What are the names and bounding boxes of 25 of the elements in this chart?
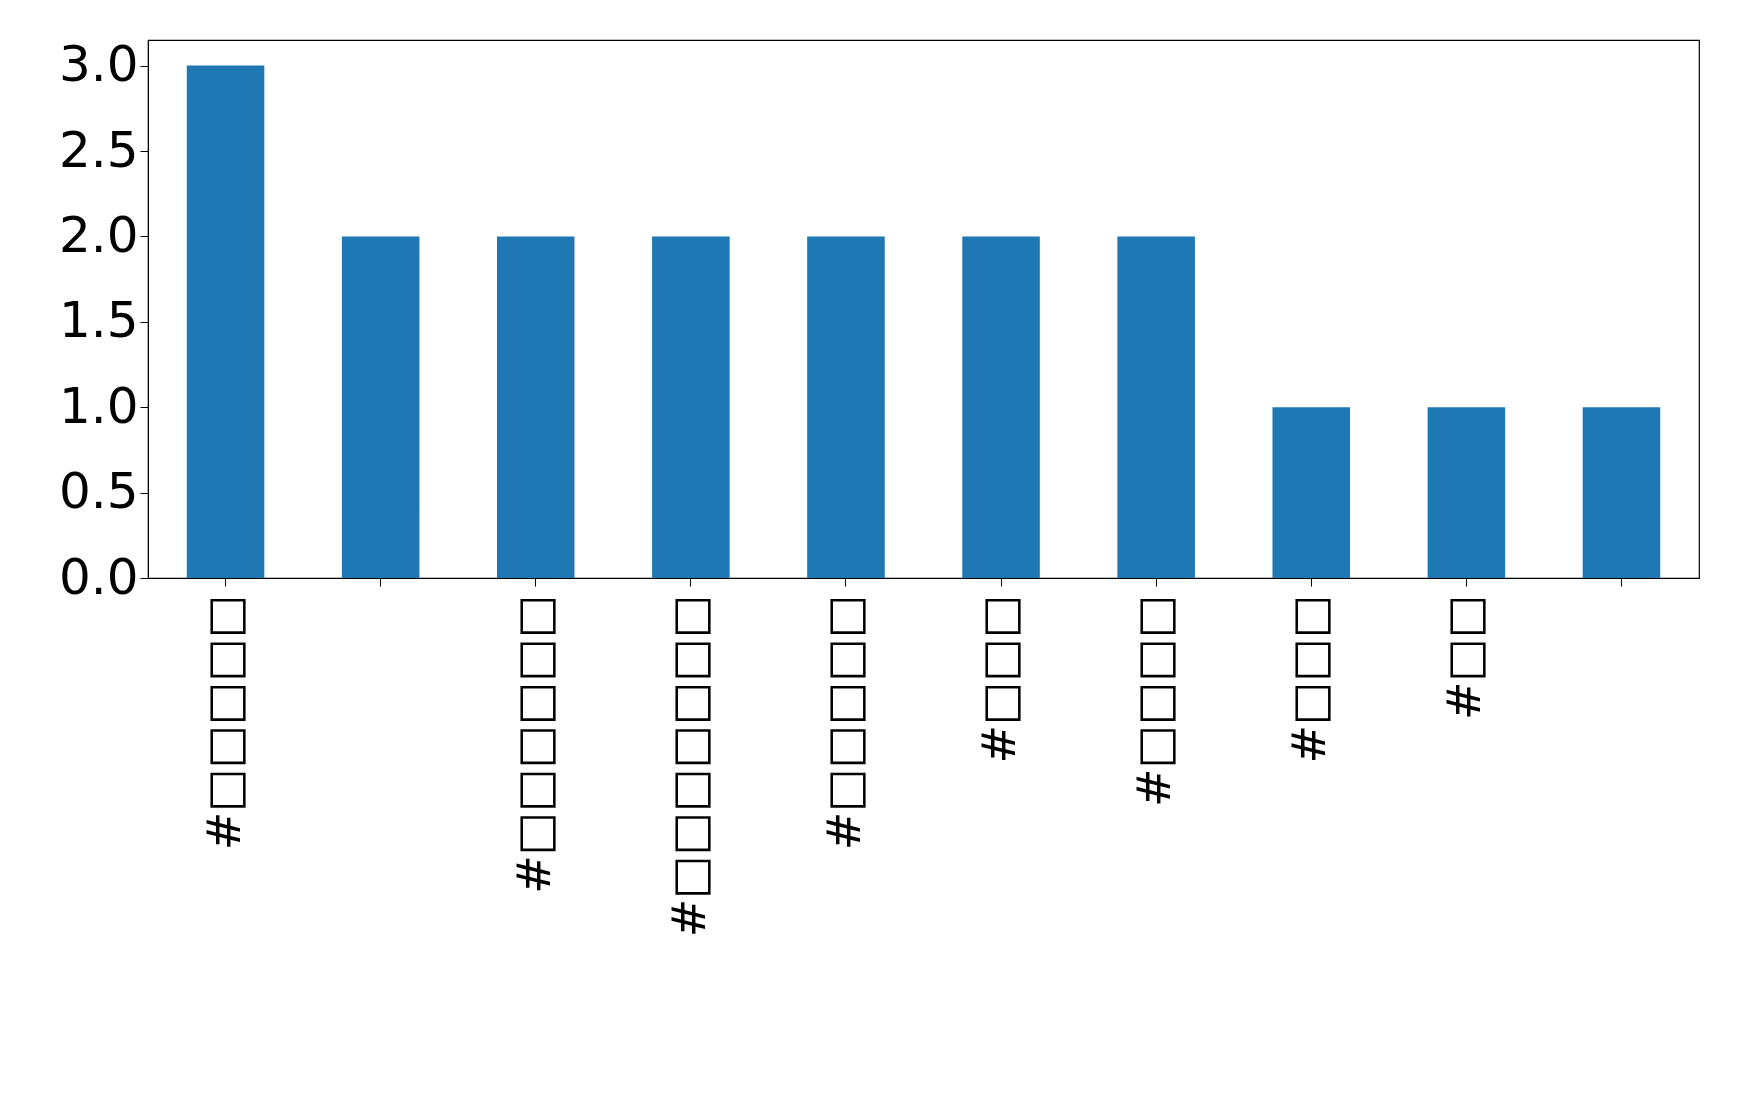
bar [1582, 407, 1661, 578]
bar [962, 236, 1040, 578]
x-tick-label: #□□□ [972, 594, 1027, 764]
x-tick-label: #□□□□□□ [506, 594, 561, 894]
x-tick-label: #□□□□□ [196, 594, 251, 851]
y-tick-label: 1.0 [58, 376, 139, 435]
y-tick-label: 2.0 [58, 205, 139, 264]
y-tick-label: 0.0 [58, 547, 139, 606]
x-tick-label: #□□□□ [1127, 594, 1182, 807]
bar [1117, 236, 1195, 578]
y-tick-label: 1.5 [58, 291, 139, 350]
bar [496, 236, 575, 578]
x-tick-label: #□□□□□□□ [661, 594, 716, 938]
bar [186, 65, 265, 578]
bar [652, 236, 730, 578]
bar [807, 236, 885, 578]
y-tick-label: 2.5 [58, 120, 139, 179]
bar [1272, 407, 1351, 578]
y-tick-label: 0.5 [58, 462, 139, 521]
x-tick-label: #□□□□□ [816, 594, 871, 851]
bar [341, 236, 420, 578]
bar [1427, 407, 1506, 578]
x-tick-label: #□□ [1437, 594, 1492, 720]
x-tick-label: #□□□ [1282, 594, 1337, 764]
y-tick-label: 3.0 [58, 35, 139, 94]
